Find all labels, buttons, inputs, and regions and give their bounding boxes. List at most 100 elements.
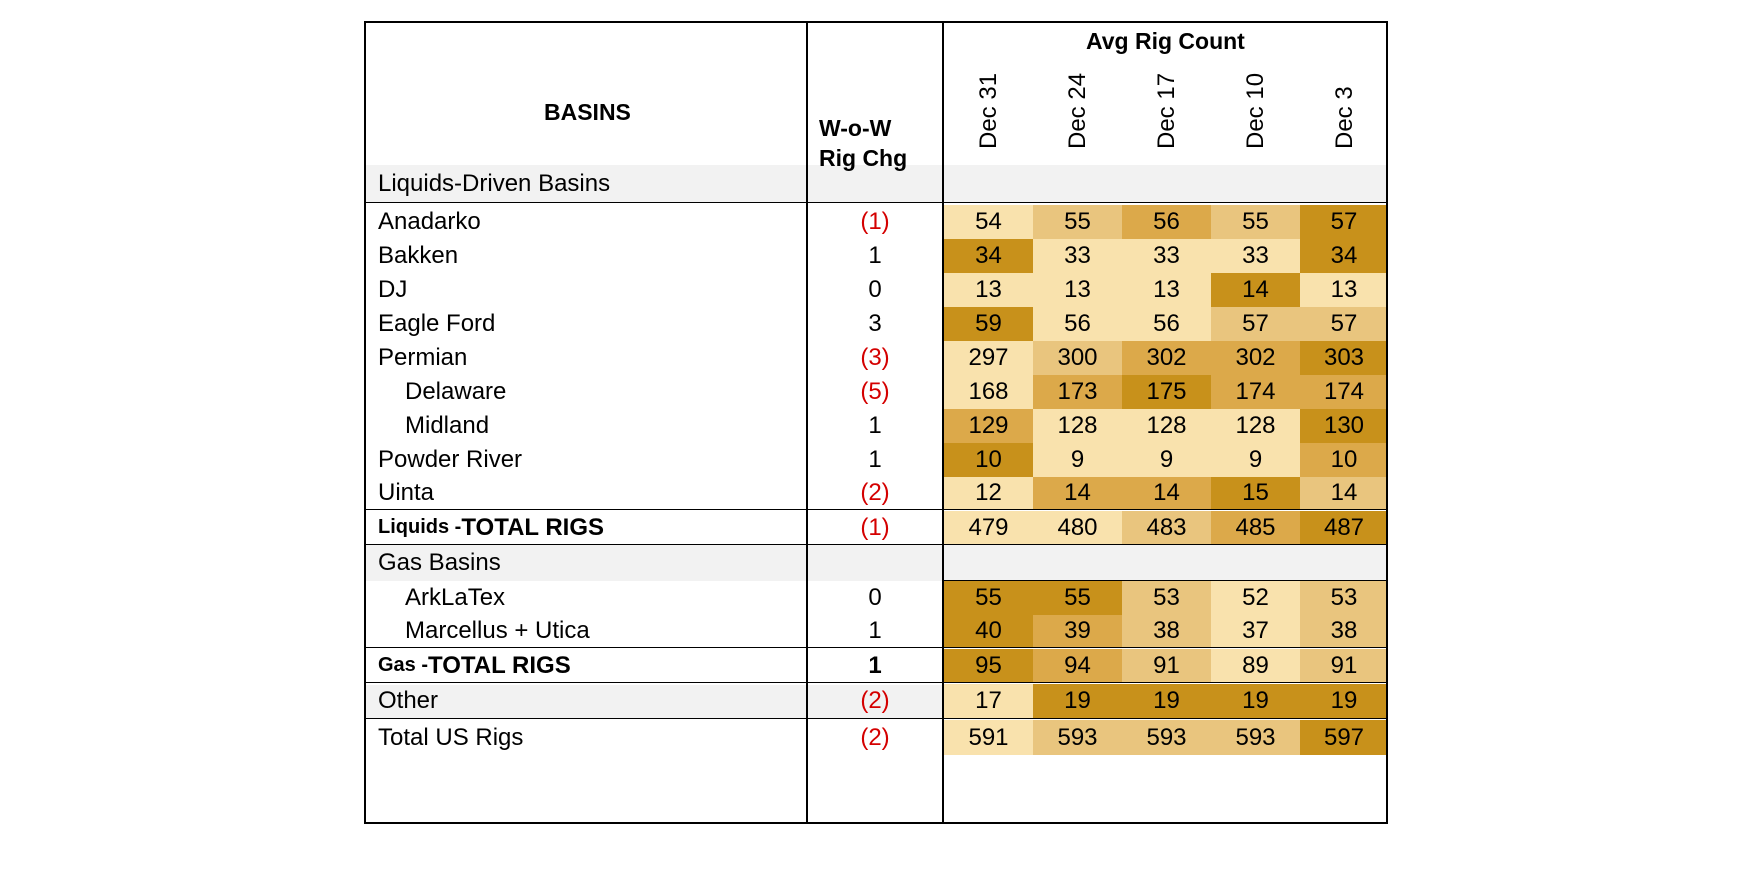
row-label: ArkLaTex: [378, 581, 505, 615]
heatmap-cell: 33: [1033, 239, 1122, 273]
wow-change: (5): [860, 378, 890, 405]
heatmap-cell: 33: [1211, 239, 1300, 273]
heatmap-cell: 10: [1300, 443, 1388, 477]
heatmap-cell: 300: [1033, 341, 1122, 375]
heatmap-cell: 14: [1122, 477, 1211, 509]
heatmap-cell: 597: [1300, 720, 1388, 755]
heatmap-cell: 10: [944, 443, 1033, 477]
wow-change: (1): [860, 208, 890, 235]
heatmap-cell: 19: [1122, 684, 1211, 718]
heatmap-cell: 57: [1300, 205, 1388, 239]
heatmap-cell: 53: [1300, 581, 1388, 615]
row-label-name: Bakken: [378, 242, 459, 269]
row-label: Liquids - TOTAL RIGS: [378, 511, 604, 544]
rule-liquids-total-top: [364, 509, 1388, 510]
wow-change: 1: [868, 242, 882, 269]
heatmap-cell: 14: [1300, 477, 1388, 509]
heatmap-cell: 13: [944, 273, 1033, 307]
row-label-name: Midland: [405, 412, 490, 439]
heatmap-cell: 130: [1300, 409, 1388, 443]
heatmap-cell: 128: [1033, 409, 1122, 443]
heatmap-cell: 33: [1122, 239, 1211, 273]
col-divider-1: [806, 21, 808, 824]
rule-header-left: [364, 202, 944, 203]
row-label-name: Anadarko: [378, 208, 481, 235]
heatmap-cell: 128: [1122, 409, 1211, 443]
row-label: Marcellus + Utica: [378, 615, 590, 647]
heatmap-cell: 38: [1300, 615, 1388, 647]
heatmap-cell: 17: [944, 684, 1033, 718]
heatmap-cell: 9: [1033, 443, 1122, 477]
avg-rig-count-header: Avg Rig Count: [1086, 28, 1245, 54]
heatmap-cell: 40: [944, 615, 1033, 647]
heatmap-cell: 95: [944, 649, 1033, 682]
row-label: Eagle Ford: [378, 307, 495, 341]
heatmap-cell: 302: [1211, 341, 1300, 375]
heatmap-cell: 303: [1300, 341, 1388, 375]
heatmap-cell: 479: [944, 511, 1033, 544]
heatmap-cell: 19: [1033, 684, 1122, 718]
heatmap-cell: 13: [1122, 273, 1211, 307]
other-row-band: [366, 685, 948, 719]
heatmap-cell: 483: [1122, 511, 1211, 544]
heatmap-cell: 91: [1300, 649, 1388, 682]
wow-change: 0: [868, 584, 882, 611]
row-label-name: Uinta: [378, 479, 435, 506]
heatmap-cell: 175: [1122, 375, 1211, 409]
heatmap-cell: 55: [1033, 205, 1122, 239]
row-label: Gas - TOTAL RIGS: [378, 649, 571, 682]
heatmap-cell: 168: [944, 375, 1033, 409]
row-label: Permian: [378, 341, 467, 375]
row-label-name: Powder River: [378, 446, 523, 473]
table-frame: [364, 21, 1388, 824]
rule-gas-total-top: [364, 647, 1388, 648]
wow-change: 1: [868, 617, 882, 644]
row-label-name: Total US Rigs: [378, 723, 524, 751]
row-label: DJ: [378, 273, 407, 307]
gas-section-label: Gas Basins: [378, 548, 501, 576]
heatmap-cell: 53: [1122, 581, 1211, 615]
heatmap-cell: 34: [1300, 239, 1388, 273]
heatmap-cell: 593: [1033, 720, 1122, 755]
heatmap-cell: 56: [1122, 205, 1211, 239]
row-label: Powder River: [378, 443, 522, 477]
change-header-line2: Rig Chg: [819, 145, 908, 171]
heatmap-cell: 55: [1211, 205, 1300, 239]
heatmap-cell: 39: [1033, 615, 1122, 647]
rule-header-right: [944, 202, 1388, 203]
wow-change: (1): [860, 513, 890, 541]
rule-other-bottom: [364, 718, 1388, 719]
heatmap-cell: 13: [1300, 273, 1388, 307]
heatmap-cell: 56: [1033, 307, 1122, 341]
gas-section-band: [366, 544, 1386, 581]
heatmap-cell: 37: [1211, 615, 1300, 647]
wow-change: 1: [868, 651, 882, 679]
row-label-name: TOTAL RIGS: [428, 651, 571, 679]
heatmap-cell: 94: [1033, 649, 1122, 682]
wow-change: (3): [860, 344, 890, 371]
heatmap-cell: 13: [1033, 273, 1122, 307]
heatmap-cell: 485: [1211, 511, 1300, 544]
row-label-name: Permian: [378, 344, 468, 371]
heatmap-cell: 12: [944, 477, 1033, 509]
heatmap-cell: 128: [1211, 409, 1300, 443]
heatmap-cell: 14: [1033, 477, 1122, 509]
heatmap-cell: 38: [1122, 615, 1211, 647]
wow-change: (2): [860, 723, 890, 751]
row-label: Anadarko: [378, 205, 481, 239]
heatmap-cell: 174: [1211, 375, 1300, 409]
row-label: Bakken: [378, 239, 458, 273]
wow-change: 1: [868, 446, 882, 473]
heatmap-cell: 480: [1033, 511, 1122, 544]
row-label: Total US Rigs: [378, 720, 523, 755]
row-label-name: Other: [378, 687, 439, 714]
heatmap-cell: 593: [1122, 720, 1211, 755]
heatmap-cell: 55: [1033, 581, 1122, 615]
heatmap-cell: 297: [944, 341, 1033, 375]
row-label: Other: [378, 684, 438, 718]
wow-change: (2): [860, 479, 890, 506]
rule-liquids-total-bottom: [364, 544, 1388, 545]
row-label: Delaware: [378, 375, 506, 409]
liquids-section-band: [366, 165, 1386, 202]
heatmap-cell: 34: [944, 239, 1033, 273]
